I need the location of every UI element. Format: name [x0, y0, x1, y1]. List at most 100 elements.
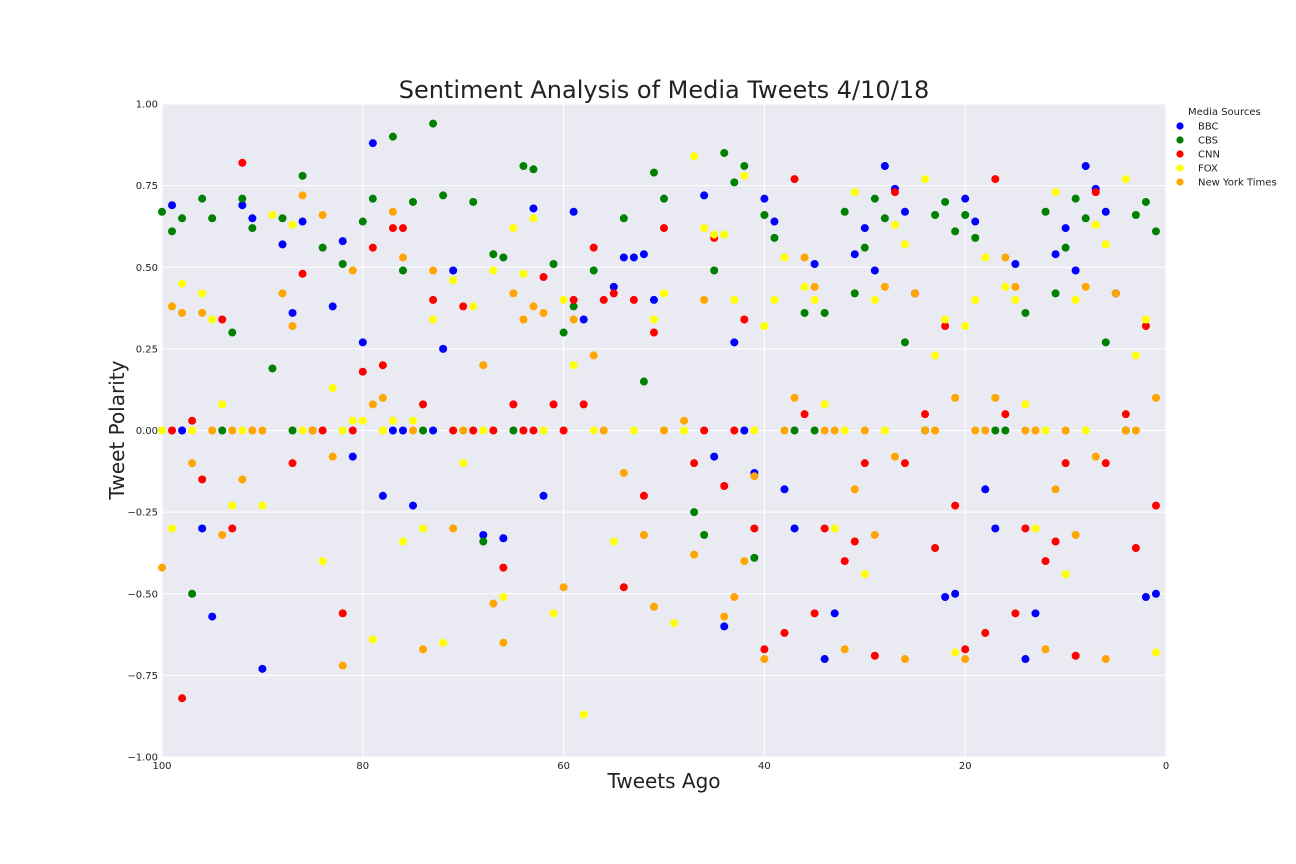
data-point: [288, 308, 297, 317]
data-point: [790, 524, 799, 533]
data-point: [198, 194, 207, 203]
data-point: [981, 253, 990, 262]
data-point: [449, 266, 458, 275]
data-point: [900, 338, 909, 347]
data-point: [549, 400, 558, 409]
data-point: [710, 452, 719, 461]
data-point: [429, 426, 438, 435]
x-tick-label: 80: [356, 761, 369, 772]
data-point: [1021, 655, 1030, 664]
data-point: [1091, 452, 1100, 461]
data-point: [469, 426, 478, 435]
data-point: [1111, 289, 1120, 298]
data-point: [158, 563, 166, 572]
data-point: [941, 315, 950, 324]
chart-title: Sentiment Analysis of Media Tweets 4/10/…: [399, 76, 930, 104]
y-tick-label: 0.75: [136, 181, 158, 192]
data-point: [338, 259, 347, 268]
data-point: [569, 207, 578, 216]
data-point: [409, 501, 417, 510]
data-point: [1051, 537, 1060, 546]
data-point: [850, 485, 859, 494]
data-point: [800, 410, 809, 419]
data-point: [629, 426, 638, 435]
data-point: [860, 459, 869, 468]
data-point: [388, 207, 397, 216]
data-point: [690, 508, 699, 517]
data-point: [840, 645, 849, 654]
data-point: [188, 459, 197, 468]
data-point: [1151, 501, 1160, 510]
data-point: [790, 175, 799, 184]
data-point: [168, 524, 177, 533]
data-point: [921, 410, 930, 419]
data-point: [981, 628, 990, 637]
data-point: [509, 289, 518, 298]
data-point: [579, 400, 588, 409]
data-point: [880, 214, 889, 223]
data-point: [589, 426, 598, 435]
data-point: [911, 289, 919, 298]
data-point: [850, 250, 859, 259]
data-point: [931, 211, 940, 220]
data-point: [660, 426, 668, 435]
data-point: [890, 188, 899, 197]
data-point: [569, 361, 578, 370]
data-point: [419, 426, 428, 435]
data-point: [740, 557, 749, 566]
data-point: [1031, 524, 1040, 533]
data-point: [328, 302, 337, 311]
data-point: [469, 197, 478, 206]
data-point: [961, 655, 970, 664]
data-point: [639, 530, 648, 539]
data-point: [750, 472, 759, 481]
data-point: [690, 550, 699, 559]
data-point: [700, 295, 709, 304]
data-point: [890, 220, 899, 229]
legend-label: CBS: [1198, 136, 1218, 147]
data-point: [649, 328, 658, 337]
data-point: [639, 491, 648, 500]
data-point: [609, 537, 618, 546]
data-point: [248, 224, 257, 233]
data-point: [388, 224, 397, 233]
data-point: [258, 501, 267, 510]
data-point: [228, 501, 237, 510]
data-point: [559, 328, 568, 337]
data-point: [218, 530, 227, 539]
data-point: [690, 152, 699, 161]
data-point: [700, 530, 709, 539]
data-point: [1081, 282, 1090, 291]
data-point: [730, 295, 739, 304]
legend-marker: [1176, 136, 1184, 144]
data-point: [288, 220, 297, 229]
data-point: [720, 482, 729, 491]
data-point: [1141, 315, 1150, 324]
data-point: [519, 269, 528, 278]
data-point: [991, 175, 1000, 184]
data-point: [760, 322, 769, 331]
data-point: [609, 289, 618, 298]
data-point: [198, 308, 207, 317]
data-point: [509, 426, 518, 435]
data-point: [348, 416, 357, 425]
data-point: [1141, 197, 1150, 206]
data-point: [1071, 530, 1080, 539]
data-point: [268, 364, 277, 373]
legend-marker: [1176, 164, 1184, 172]
data-point: [991, 426, 1000, 435]
data-point: [1001, 253, 1010, 262]
series-cnn: [168, 158, 1160, 703]
data-point: [338, 661, 347, 670]
data-point: [318, 426, 327, 435]
data-point: [840, 557, 849, 566]
data-point: [660, 224, 668, 233]
data-point: [649, 315, 658, 324]
data-point: [419, 645, 428, 654]
data-point: [228, 524, 237, 533]
data-point: [479, 530, 488, 539]
data-point: [941, 322, 950, 331]
data-point: [278, 240, 287, 249]
